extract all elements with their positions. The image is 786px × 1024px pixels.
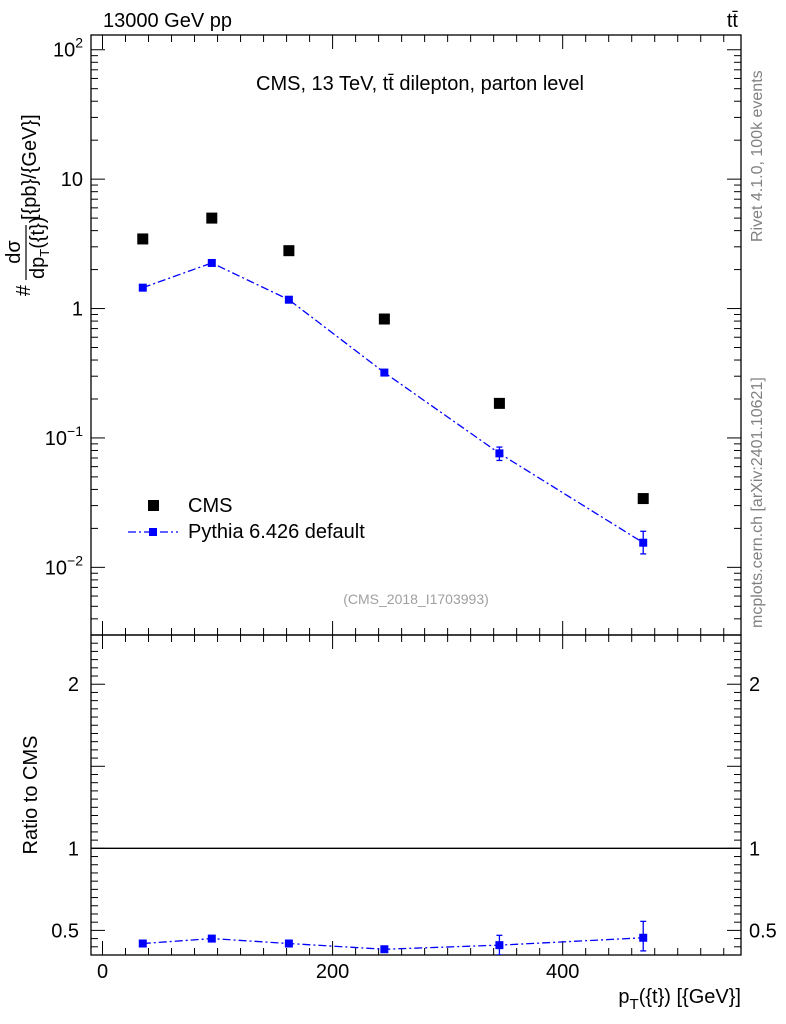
y-tick-label-0.01: 10−2 (45, 552, 83, 579)
y-tick-label-0.1: 10−1 (45, 423, 83, 450)
cms-point (378, 313, 390, 325)
ratio-tick-label-1-left: 1 (68, 838, 79, 860)
legend: CMS Pythia 6.426 default (128, 495, 365, 543)
pythia-point (138, 283, 147, 292)
legend-cms-label: CMS (188, 495, 232, 517)
ratio-point (284, 939, 293, 948)
ratio-tick-label-0.5-left: 0.5 (51, 920, 79, 942)
ratio-panel-frame (90, 634, 742, 956)
ratio-tick-label-2-left: 2 (68, 674, 79, 696)
pythia-point (495, 449, 504, 458)
ratio-y-ticks (91, 634, 741, 956)
cms-point (283, 245, 295, 257)
chart-title: CMS, 13 TeV, tt̄ dilepton, parton level (256, 73, 584, 95)
x-tick-label-400: 400 (546, 961, 579, 983)
ratio-tick-label-2-right: 2 (749, 674, 760, 696)
x-ticks (102, 35, 725, 955)
ratio-tick-label-0.5-right: 0.5 (749, 920, 777, 942)
main-y-tick-labels: 102 10 1 10−1 10−2 (45, 35, 83, 580)
analysis-watermark: (CMS_2018_I1703993) (343, 591, 489, 607)
x-tick-label-0: 0 (97, 961, 108, 983)
ratio-tick-label-1-right: 1 (749, 838, 760, 860)
pythia-point (207, 258, 216, 267)
ratio-point (380, 945, 389, 954)
pythia-point (284, 295, 293, 304)
legend-pythia-label: Pythia 6.426 default (188, 521, 365, 543)
ratio-point (639, 933, 648, 942)
ratio-data-layer (138, 920, 648, 955)
x-tick-labels: 0 200 400 (97, 961, 579, 983)
cms-point (206, 212, 218, 224)
rivet-version-label: Rivet 4.1.0, 100k events (749, 70, 766, 242)
legend-pythia-marker (149, 528, 157, 536)
y-tick-label-10: 10 (61, 169, 83, 191)
y-label-denominator: dpT({t}) (27, 217, 52, 279)
y-tick-label-100: 102 (53, 35, 83, 62)
cms-point (493, 397, 505, 409)
ratio-y-tick-labels: 2 1 0.5 2 1 0.5 (51, 674, 777, 942)
main-y-axis-label: # dσ dpT({t}) [{pb}/{GeV}] (3, 114, 52, 296)
process-label: tt̄ (727, 10, 739, 32)
x-tick-label-200: 200 (316, 961, 349, 983)
x-axis-label: pT({t}) [{GeV}] (618, 986, 741, 1013)
y-label-prefix: # (13, 284, 35, 296)
ratio-point (495, 941, 504, 950)
main-y-ticks (91, 49, 741, 636)
ratio-y-axis-label: Ratio to CMS (20, 736, 42, 855)
cms-point (137, 233, 149, 245)
y-label-units: [{pb}/{GeV}] (19, 114, 41, 220)
y-tick-label-1: 1 (72, 299, 83, 321)
energy-label: 13000 GeV pp (103, 10, 232, 32)
ratio-point (138, 939, 147, 948)
mcplots-label: mcplots.cern.ch [arXiv:2401.10621] (749, 377, 766, 628)
ratio-point (207, 934, 216, 943)
pythia-point (380, 368, 389, 377)
y-label-numerator: dσ (3, 240, 25, 264)
pythia-point (639, 538, 648, 547)
ratio-series-line (142, 937, 644, 950)
legend-cms-marker (148, 500, 159, 511)
cms-point (637, 493, 649, 505)
main-data-layer (137, 212, 649, 555)
